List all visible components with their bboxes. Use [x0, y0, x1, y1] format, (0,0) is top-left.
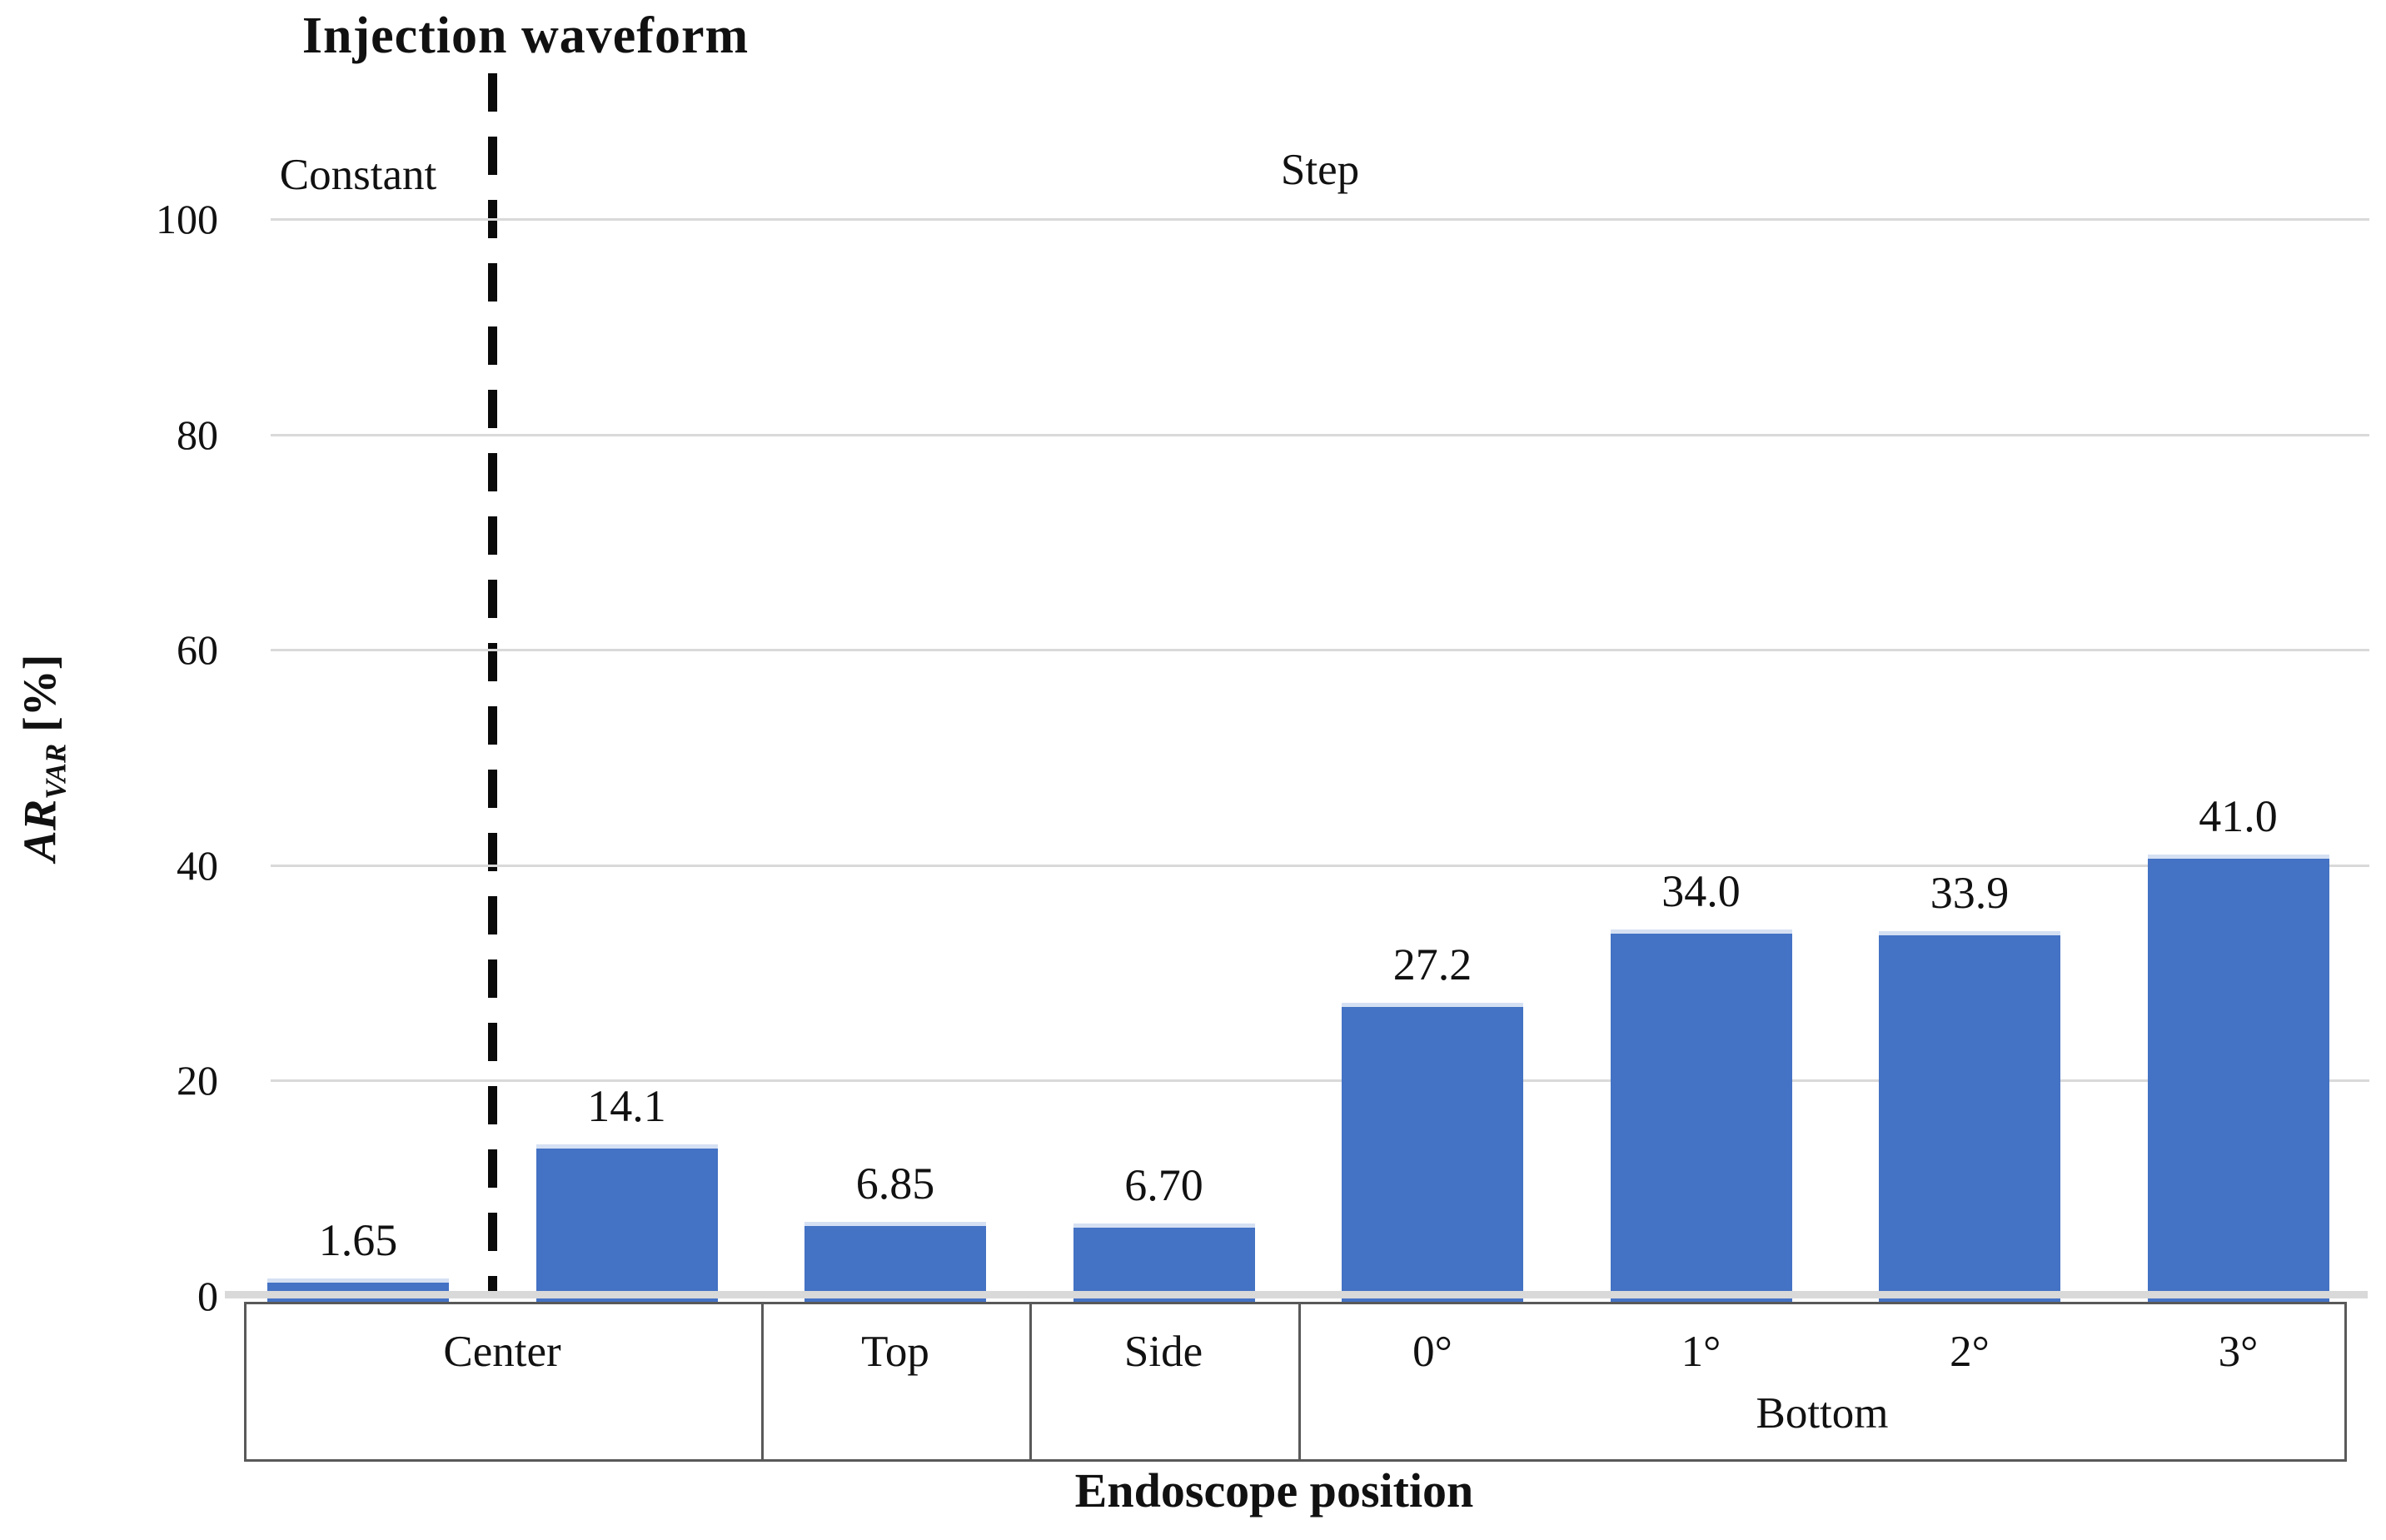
bar-value-label-0: 1.65 — [318, 1215, 398, 1265]
y-tick-label-60: 60 — [177, 626, 218, 674]
bar-6 — [1879, 931, 2060, 1303]
y-tick-label-40: 40 — [177, 841, 218, 889]
gridline-100 — [271, 218, 2369, 221]
gridline-60 — [271, 649, 2369, 652]
y-tick-label-100: 100 — [156, 196, 218, 242]
bar-value-label-7: 41.0 — [2199, 791, 2278, 841]
y-tick-label-80: 80 — [177, 411, 218, 458]
category-label-side: Side — [1123, 1328, 1203, 1376]
category-divider-top-side — [1029, 1304, 1032, 1459]
category-sublabel-2: 2° — [1950, 1328, 1990, 1376]
bar-2 — [804, 1222, 986, 1303]
bar-7 — [2147, 855, 2329, 1303]
category-sublabel-3: 3° — [2218, 1328, 2259, 1376]
category-table — [244, 1302, 2347, 1462]
bar-value-label-4: 27.2 — [1392, 939, 1472, 989]
x-axis-title: Endoscope position — [1074, 1463, 1474, 1518]
gridline-40 — [271, 864, 2369, 867]
chart-title: Injection waveform — [301, 7, 750, 64]
category-label-center: Center — [443, 1328, 561, 1376]
bar-4 — [1342, 1003, 1523, 1303]
category-label-top: Top — [861, 1328, 929, 1376]
category-sublabel-0: 0° — [1412, 1328, 1452, 1376]
y-tick-label-20: 20 — [177, 1057, 218, 1104]
bar-value-label-6: 33.9 — [1930, 868, 2010, 918]
waveform-label-constant: Constant — [279, 151, 437, 199]
waveform-label-step: Step — [1280, 146, 1360, 194]
bar-value-label-5: 34.0 — [1661, 866, 1741, 916]
category-divider-center-top — [761, 1304, 764, 1459]
gridline-80 — [271, 433, 2369, 436]
category-divider-side-bottom — [1298, 1304, 1301, 1459]
bar-value-label-2: 6.85 — [855, 1159, 935, 1209]
x-axis-baseline — [225, 1291, 2368, 1298]
waveform-divider-dashed-line — [488, 73, 497, 1298]
bar-3 — [1073, 1224, 1255, 1303]
bar-5 — [1610, 929, 1792, 1303]
bar-value-label-3: 6.70 — [1124, 1160, 1203, 1210]
bar-1 — [535, 1144, 718, 1303]
gridline-20 — [271, 1079, 2369, 1083]
bar-value-label-1: 14.1 — [587, 1081, 666, 1131]
category-sublabel-1: 1° — [1681, 1328, 1721, 1376]
y-tick-label-0: 0 — [197, 1273, 218, 1319]
category-label-bottom: Bottom — [1756, 1389, 1889, 1438]
